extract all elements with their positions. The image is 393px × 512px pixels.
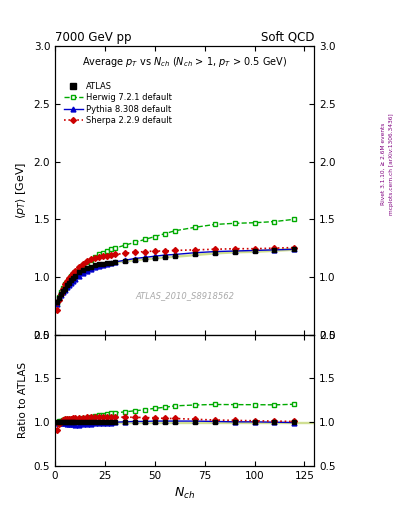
Text: ATLAS_2010_S8918562: ATLAS_2010_S8918562 [135,291,234,300]
Text: mcplots.cern.ch [arXiv:1306.3436]: mcplots.cern.ch [arXiv:1306.3436] [389,113,393,215]
Text: Average $p_T$ vs $N_{ch}$ ($N_{ch}$ > 1, $p_T$ > 0.5 GeV): Average $p_T$ vs $N_{ch}$ ($N_{ch}$ > 1,… [82,55,287,69]
Text: 7000 GeV pp: 7000 GeV pp [55,31,132,44]
Legend: ATLAS, Herwig 7.2.1 default, Pythia 8.308 default, Sherpa 2.2.9 default: ATLAS, Herwig 7.2.1 default, Pythia 8.30… [62,79,174,127]
Text: Rivet 3.1.10, ≥ 2.6M events: Rivet 3.1.10, ≥ 2.6M events [381,123,386,205]
Bar [55,422,314,423]
Y-axis label: Ratio to ATLAS: Ratio to ATLAS [18,362,28,438]
Text: Soft QCD: Soft QCD [261,31,314,44]
X-axis label: $N_{ch}$: $N_{ch}$ [174,486,195,501]
Y-axis label: $\langle p_T \rangle$ [GeV]: $\langle p_T \rangle$ [GeV] [14,162,28,219]
